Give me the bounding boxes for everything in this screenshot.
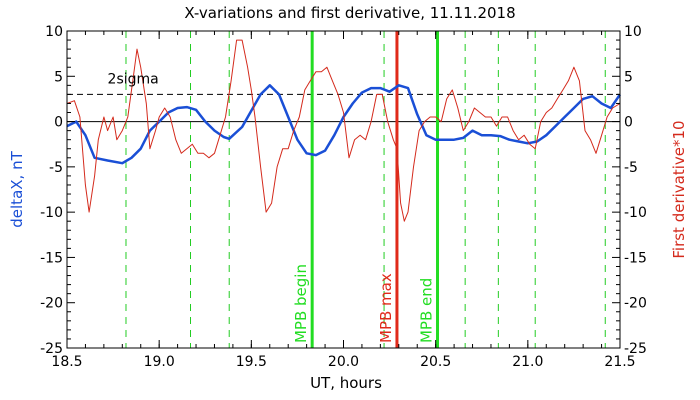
y-right-tick-label: -20: [624, 296, 647, 312]
x-tick-label: 20.0: [328, 354, 359, 370]
y-right-tick-label: 5: [624, 69, 633, 85]
x-tick-label: 21.0: [512, 354, 543, 370]
y-right-tick-label: -15: [624, 250, 647, 266]
mpb-marker-label: MPB begin: [292, 264, 310, 343]
x-tick-label: 20.5: [420, 354, 451, 370]
y-right-tick-label: 10: [624, 24, 642, 40]
y-right-tick-label: 0: [624, 115, 633, 131]
derivative-line: [66, 39, 621, 222]
y-left-tick-label: 0: [54, 115, 63, 131]
x-tick-label: 18.5: [51, 354, 82, 370]
y-left-tick-label: -20: [40, 296, 63, 312]
y-left-tick-label: 5: [54, 69, 63, 85]
left-y-axis-title: deltaX, nT: [8, 150, 26, 227]
y-left-tick-label: -10: [40, 205, 63, 221]
y-left-tick-label: -25: [40, 341, 63, 357]
x-tick-label: 19.5: [236, 354, 267, 370]
chart-title: X-variations and first derivative, 11.11…: [184, 4, 515, 22]
y-right-tick-label: -10: [624, 205, 647, 221]
x-tick-label: 21.5: [604, 354, 635, 370]
mpb-marker-label: MPB max: [377, 273, 395, 343]
text-layer: X-variations and first derivative, 11.11…: [8, 4, 688, 392]
y-right-tick-label: -25: [624, 341, 647, 357]
ticks-layer: [66, 30, 621, 349]
right-y-axis-title: First derivative*10: [670, 120, 688, 258]
vertical-markers-layer: [67, 31, 620, 348]
mpb-marker-label: MPB end: [418, 278, 436, 343]
y-left-tick-label: -5: [49, 160, 63, 176]
series-lines-layer: [66, 39, 622, 222]
y-left-tick-label: 10: [45, 24, 63, 40]
y-right-tick-label: -5: [624, 160, 638, 176]
threshold-label: 2sigma: [108, 71, 159, 87]
y-left-tick-label: -15: [40, 250, 63, 266]
x-tick-label: 19.0: [144, 354, 175, 370]
x-axis-title: UT, hours: [310, 374, 382, 392]
deltax-line: [66, 84, 622, 165]
